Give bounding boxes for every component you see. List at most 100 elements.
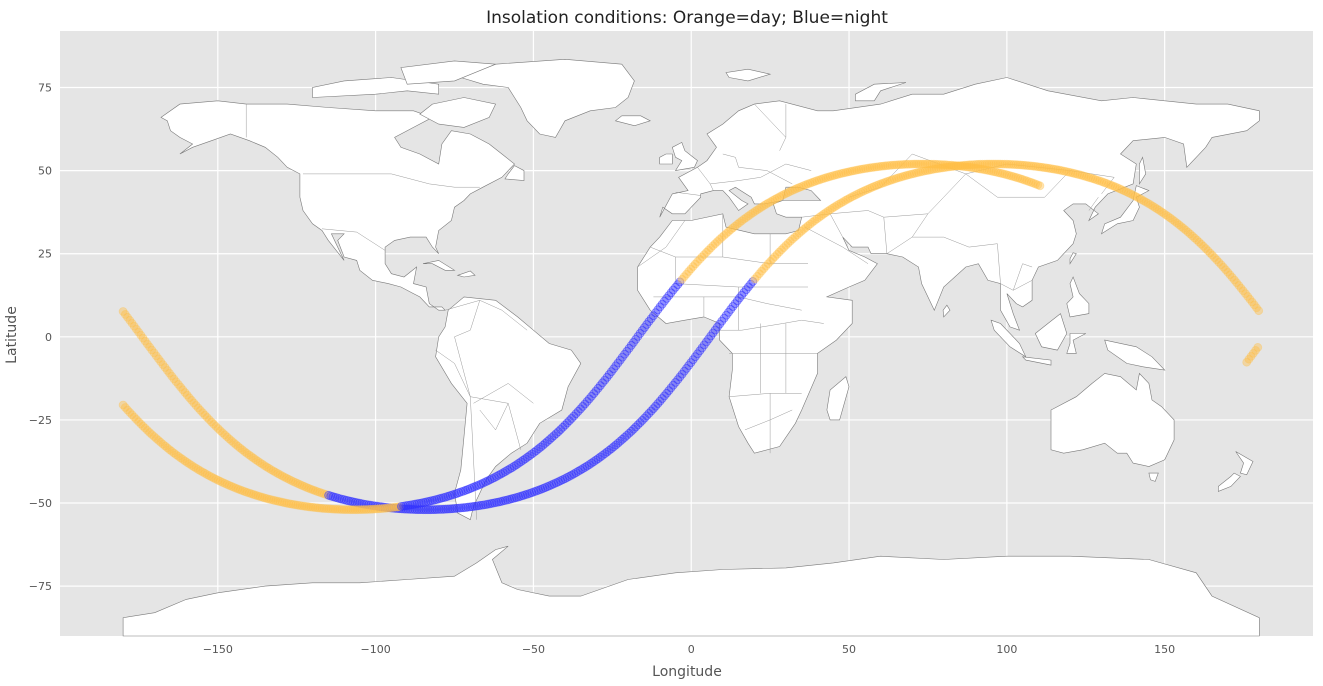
- day-point: [892, 173, 901, 183]
- day-point: [222, 432, 232, 442]
- day-point: [693, 257, 702, 267]
- y-tick-label: −25: [29, 414, 52, 427]
- day-point: [1108, 181, 1118, 191]
- day-point: [361, 505, 371, 514]
- day-point: [768, 196, 778, 205]
- day-point: [770, 194, 780, 204]
- day-point: [1190, 233, 1199, 243]
- day-point: [816, 174, 826, 184]
- day-point: [195, 466, 205, 476]
- day-point: [803, 221, 813, 231]
- day-point: [246, 489, 256, 499]
- day-point: [1095, 176, 1104, 186]
- day-point: [1024, 161, 1034, 171]
- day-point: [149, 432, 159, 441]
- day-point: [984, 159, 994, 169]
- day-point: [931, 159, 941, 169]
- day-point: [812, 176, 822, 186]
- day-point: [750, 206, 760, 216]
- day-point: [297, 481, 307, 490]
- day-point: [1137, 195, 1146, 205]
- day-point: [803, 179, 813, 189]
- day-point: [814, 212, 824, 222]
- day-point: [752, 271, 762, 281]
- day-point: [162, 365, 172, 375]
- day-point: [187, 460, 197, 470]
- landmass-sulawesi: [1066, 333, 1086, 354]
- day-point: [779, 243, 789, 253]
- day-point: [907, 169, 917, 179]
- day-point: [726, 225, 736, 235]
- day-point: [167, 446, 177, 456]
- day-point: [679, 272, 689, 282]
- day-point: [724, 227, 733, 237]
- day-point: [967, 160, 976, 170]
- day-point: [120, 309, 130, 319]
- day-point: [761, 261, 771, 271]
- day-point: [151, 434, 161, 443]
- day-point: [249, 490, 258, 499]
- day-point: [313, 503, 322, 513]
- day-point: [951, 161, 961, 171]
- day-point: [858, 186, 868, 196]
- day-point: [1183, 227, 1193, 237]
- day-point: [1064, 167, 1074, 177]
- day-point: [207, 472, 216, 482]
- day-point: [867, 182, 877, 192]
- day-point: [302, 502, 311, 511]
- country-border: [1012, 263, 1033, 291]
- day-point: [710, 239, 720, 249]
- day-point: [735, 218, 744, 228]
- day-point: [987, 159, 996, 169]
- x-tick-label: −150: [203, 643, 233, 656]
- day-point: [987, 166, 996, 176]
- day-point: [945, 162, 954, 172]
- day-point: [794, 183, 804, 192]
- day-point: [958, 160, 968, 170]
- day-point: [149, 348, 159, 358]
- day-point: [1199, 241, 1208, 251]
- y-tick-label: −50: [29, 497, 52, 510]
- day-point: [1009, 160, 1018, 169]
- day-point: [863, 163, 873, 173]
- day-point: [883, 161, 892, 171]
- day-point: [993, 168, 1003, 178]
- day-point: [739, 214, 749, 224]
- day-point: [704, 245, 713, 255]
- day-point: [792, 183, 802, 193]
- day-point: [160, 441, 170, 451]
- day-point: [156, 437, 166, 447]
- day-point: [129, 412, 139, 422]
- country-border: [321, 228, 386, 251]
- day-point: [297, 501, 307, 511]
- day-point: [127, 410, 137, 420]
- day-point: [936, 163, 945, 173]
- day-point: [805, 178, 815, 188]
- day-point: [945, 160, 954, 170]
- day-point: [1020, 160, 1029, 170]
- day-point: [293, 500, 303, 510]
- day-point: [244, 488, 254, 498]
- day-point: [989, 159, 998, 169]
- day-point: [810, 177, 819, 186]
- day-point: [1068, 168, 1078, 178]
- day-point: [916, 159, 926, 169]
- day-point: [1196, 239, 1206, 249]
- day-point: [1246, 351, 1256, 361]
- day-point: [956, 161, 965, 171]
- day-point: [850, 191, 859, 201]
- day-point: [235, 485, 245, 495]
- day-point: [255, 458, 265, 468]
- night-point: [432, 505, 442, 514]
- day-point: [922, 166, 932, 175]
- landmass-cuba: [422, 260, 456, 271]
- country-border: [710, 163, 812, 185]
- day-point: [381, 503, 391, 513]
- day-point: [697, 252, 707, 262]
- day-point: [191, 463, 201, 473]
- day-point: [774, 192, 784, 202]
- day-point: [1168, 215, 1177, 225]
- day-point: [951, 161, 961, 171]
- day-point: [1002, 170, 1012, 180]
